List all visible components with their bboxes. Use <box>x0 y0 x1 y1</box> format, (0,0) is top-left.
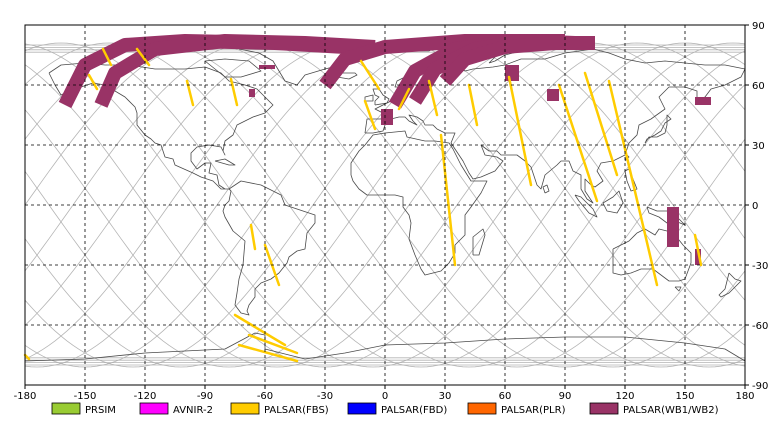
x-tick-label: 0 <box>382 391 388 402</box>
y-tick-label: -30 <box>752 261 768 272</box>
coastline-ireland <box>364 94 374 102</box>
fbs-swath <box>247 333 299 355</box>
fbs-swath <box>23 353 31 361</box>
legend-label: PALSAR(WB1/WB2) <box>623 405 719 416</box>
fbs-swath <box>439 133 457 267</box>
axis-ticks: -180 -150 -120 -90 -60 -30 0 30 60 90 120 150 180 90 6… <box>14 21 769 402</box>
x-tick-label: 30 <box>439 391 452 402</box>
wb-swath <box>259 65 275 69</box>
x-tick-label: 150 <box>675 391 694 402</box>
coastline-australia <box>612 226 692 282</box>
legend-item: PALSAR(FBS) <box>230 402 329 416</box>
wb-swath <box>547 89 559 101</box>
fbs-swath <box>249 223 257 251</box>
x-tick-label: 180 <box>735 391 754 402</box>
fbs-swath <box>693 233 703 267</box>
legend-swatch <box>139 402 169 415</box>
legend: PRSIM AVNIR-2 PALSAR(FBS) PALSAR(FBD) PALSAR… <box>51 402 719 416</box>
legend-label: PRSIM <box>85 405 116 416</box>
fbs-swath <box>87 73 99 91</box>
legend-item: PALSAR(WB1/WB2) <box>589 402 719 416</box>
fbs-swath <box>467 83 479 127</box>
fbs-swath <box>607 79 659 287</box>
coastline-cuba <box>214 158 236 166</box>
legend-item: AVNIR-2 <box>139 402 213 416</box>
legend-item: PALSAR(PLR) <box>467 402 566 416</box>
observation-swaths <box>23 34 711 363</box>
fbs-swath <box>101 47 113 67</box>
legend-swatch <box>467 402 497 415</box>
coastline-madagascar <box>472 228 486 256</box>
fbs-swath <box>427 79 439 117</box>
x-tick-label: -180 <box>14 391 37 402</box>
x-tick-label: 60 <box>499 391 512 402</box>
x-tick-label: -120 <box>134 391 157 402</box>
y-tick-label: 90 <box>752 21 765 32</box>
y-tick-label: -60 <box>752 321 768 332</box>
wb-swath <box>94 34 376 108</box>
y-tick-label: 60 <box>752 81 765 92</box>
legend-swatch <box>589 402 619 415</box>
fbs-swath <box>229 77 239 107</box>
wb-swath <box>439 36 595 86</box>
wb-swath <box>667 207 679 247</box>
y-tick-label: -90 <box>752 381 768 392</box>
legend-label: PALSAR(FBD) <box>381 405 447 416</box>
map-area <box>23 24 746 386</box>
x-tick-label: -60 <box>257 391 273 402</box>
y-tick-label: 30 <box>752 141 765 152</box>
x-tick-label: 90 <box>559 391 572 402</box>
fbs-swath <box>237 343 299 363</box>
coastline-baffin-island <box>204 58 262 78</box>
fbs-swath <box>135 47 151 67</box>
coastline-africa <box>350 130 488 276</box>
x-tick-label: -150 <box>74 391 97 402</box>
legend-item: PRSIM <box>51 402 116 416</box>
coastline-tasmania <box>674 286 682 292</box>
coastline-sumatra <box>574 194 598 218</box>
wb-swath <box>249 89 255 97</box>
legend-swatch <box>230 402 260 415</box>
wb-swath <box>505 65 519 81</box>
legend-label: AVNIR-2 <box>173 405 213 416</box>
coastline-japan <box>644 114 672 144</box>
wb-swath <box>695 97 711 105</box>
legend-swatch <box>347 402 377 415</box>
coastline-new-zealand <box>718 272 742 298</box>
legend-label: PALSAR(FBS) <box>264 405 329 416</box>
coastline-uk <box>372 88 390 106</box>
fbs-swath <box>397 87 411 111</box>
coastline-borneo <box>602 190 624 214</box>
legend-label: PALSAR(PLR) <box>501 405 566 416</box>
legend-swatch <box>51 402 81 415</box>
x-tick-label: -90 <box>197 391 213 402</box>
y-tick-label: 0 <box>752 201 758 212</box>
wb-swath <box>381 109 393 125</box>
coastline-south-america <box>222 180 316 316</box>
fbs-swath <box>583 71 619 177</box>
legend-item: PALSAR(FBD) <box>347 402 447 416</box>
coastline-north-america <box>48 62 274 190</box>
fbs-swath <box>507 75 533 187</box>
lat-lon-grid <box>25 25 745 385</box>
x-tick-label: 120 <box>615 391 634 402</box>
coastline-sri-lanka <box>542 184 550 194</box>
fbs-swath <box>359 59 381 91</box>
fbs-swath <box>363 99 377 131</box>
fbs-swath <box>233 313 287 347</box>
coastline-new-guinea <box>646 206 686 226</box>
wb-swath <box>695 249 701 265</box>
x-tick-label: -30 <box>317 391 333 402</box>
